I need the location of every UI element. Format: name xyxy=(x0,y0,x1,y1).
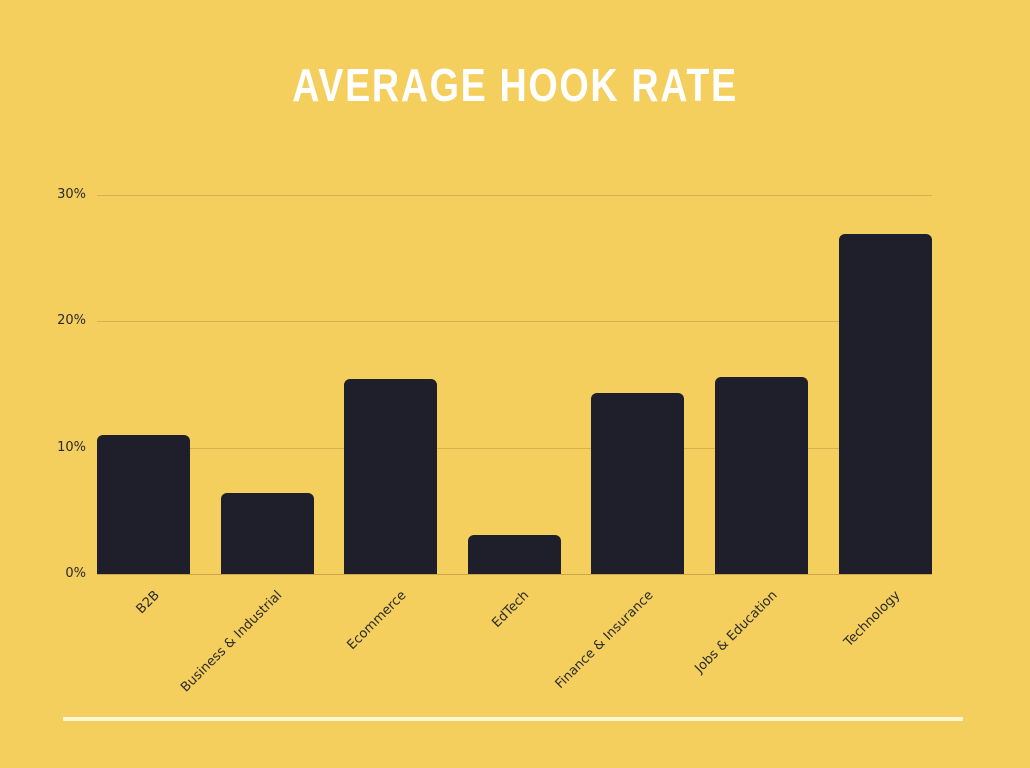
bar-business-industrial xyxy=(220,493,314,574)
x-tick-label: Technology xyxy=(841,588,904,651)
x-tick-label: Jobs & Education xyxy=(691,588,781,677)
gridline xyxy=(97,447,932,449)
bar-edtech xyxy=(467,534,561,574)
y-tick-label: 30% xyxy=(57,187,86,202)
x-tick-label: B2B xyxy=(133,588,163,618)
x-tick-label: Business & Industrial xyxy=(178,588,286,696)
footer-divider xyxy=(63,717,963,721)
y-tick-label: 0% xyxy=(65,566,86,581)
x-tick-label: Ecommerce xyxy=(344,588,410,653)
bar-b2b xyxy=(97,435,190,574)
x-tick-label: EdTech xyxy=(489,588,533,631)
bar-jobs-education xyxy=(715,376,808,574)
gridline xyxy=(97,321,932,323)
y-tick-label: 10% xyxy=(57,439,86,455)
bar-technology xyxy=(838,234,932,574)
x-tick-label: Finance & Insurance xyxy=(552,588,657,692)
bar-ecommerce xyxy=(344,379,438,574)
gridline xyxy=(97,574,932,575)
y-tick-label: 20% xyxy=(57,313,86,329)
gridline xyxy=(97,195,932,196)
chart-title: AVERAGE HOOK RATE xyxy=(292,59,738,111)
bar-finance-insurance xyxy=(591,393,685,574)
